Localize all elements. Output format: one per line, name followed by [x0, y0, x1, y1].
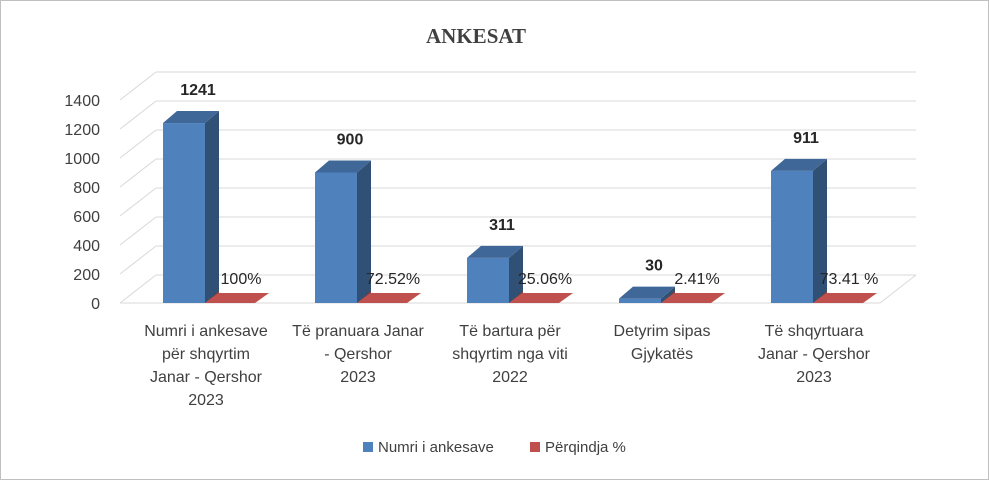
gridline-side	[119, 158, 157, 188]
x-tick-label: - Qershor	[324, 346, 392, 363]
legend-swatch	[363, 442, 373, 452]
percent-bar	[509, 293, 573, 303]
count-data-label: 30	[645, 258, 663, 275]
count-bar	[163, 123, 205, 304]
gridline-side	[119, 129, 157, 159]
count-bar	[315, 172, 357, 303]
x-tick-label: 2023	[796, 369, 832, 386]
count-bar-side	[509, 245, 523, 303]
percent-data-label: 100%	[221, 271, 262, 288]
x-tick-label: Të pranuara Janar	[292, 323, 424, 340]
x-tick-label: Numri i ankesave	[144, 323, 268, 340]
count-bar-side	[357, 160, 371, 303]
gridline-side	[119, 100, 157, 130]
count-bar-top	[619, 286, 675, 299]
x-tick-label: Detyrim sipas	[614, 323, 711, 340]
y-tick-label: 800	[73, 180, 100, 197]
y-tick-label: 1400	[64, 93, 100, 110]
count-bar	[467, 257, 509, 303]
x-tick-label: 2023	[188, 392, 224, 409]
y-axis: 0 200 400 600 800 1000 1200 1400	[64, 93, 100, 313]
gridline-side	[119, 245, 157, 275]
x-tick-label: 2022	[492, 369, 528, 386]
percent-data-label: 72.52%	[366, 271, 420, 288]
bars	[163, 111, 877, 304]
chart-title: ANKESAT	[426, 24, 526, 48]
legend: Numri i ankesave Përqindja %	[363, 439, 626, 456]
percent-bar	[357, 293, 421, 303]
percent-data-label: 25.06%	[518, 271, 572, 288]
x-axis: Numri i ankesave për shqyrtim Janar - Qers…	[144, 323, 870, 409]
legend-label: Numri i ankesave	[378, 439, 494, 456]
x-tick-label: Të bartura për	[459, 323, 561, 340]
gridline-side	[119, 274, 157, 304]
x-tick-label: Të shqyrtuara	[765, 323, 864, 340]
percent-bar	[661, 293, 725, 303]
percent-data-label: 2.41%	[674, 271, 719, 288]
percent-data-label: 73.41 %	[820, 271, 879, 288]
x-tick-label: për shqyrtim	[162, 346, 250, 363]
x-tick-label: Gjykatës	[631, 346, 693, 363]
count-data-label: 1241	[180, 82, 216, 99]
y-tick-label: 0	[91, 296, 100, 313]
legend-swatch	[530, 442, 540, 452]
count-bar-top	[467, 245, 523, 258]
count-data-label: 311	[489, 217, 515, 234]
percent-bar	[813, 293, 877, 303]
y-tick-label: 200	[73, 267, 100, 284]
y-tick-label: 1000	[64, 151, 100, 168]
gridline-side	[119, 187, 157, 217]
percent-bar	[205, 293, 269, 303]
floor-edge-right	[879, 274, 917, 304]
count-bar-side	[813, 158, 827, 303]
x-tick-label: Janar - Qershor	[758, 346, 871, 363]
count-bar-top	[315, 160, 371, 173]
legend-label: Përqindja %	[545, 439, 626, 456]
data-labels: 1241 100% 900 72.52% 311 25.06% 30 2.41% 911 73.4…	[180, 82, 878, 288]
x-tick-label: shqyrtim nga viti	[452, 346, 568, 363]
count-data-label: 900	[337, 132, 364, 149]
count-data-label: 911	[793, 130, 819, 147]
count-bar-top	[771, 158, 827, 171]
count-bar-side	[661, 286, 675, 303]
y-tick-label: 1200	[64, 122, 100, 139]
gridline-side	[119, 71, 157, 101]
x-tick-label: Janar - Qershor	[150, 369, 263, 386]
y-tick-label: 600	[73, 209, 100, 226]
count-bar-top	[163, 111, 219, 124]
count-bar	[619, 298, 661, 303]
y-tick-label: 400	[73, 238, 100, 255]
count-bar	[771, 170, 813, 303]
count-bar-side	[205, 111, 219, 304]
gridline-side	[119, 216, 157, 246]
x-tick-label: 2023	[340, 369, 376, 386]
